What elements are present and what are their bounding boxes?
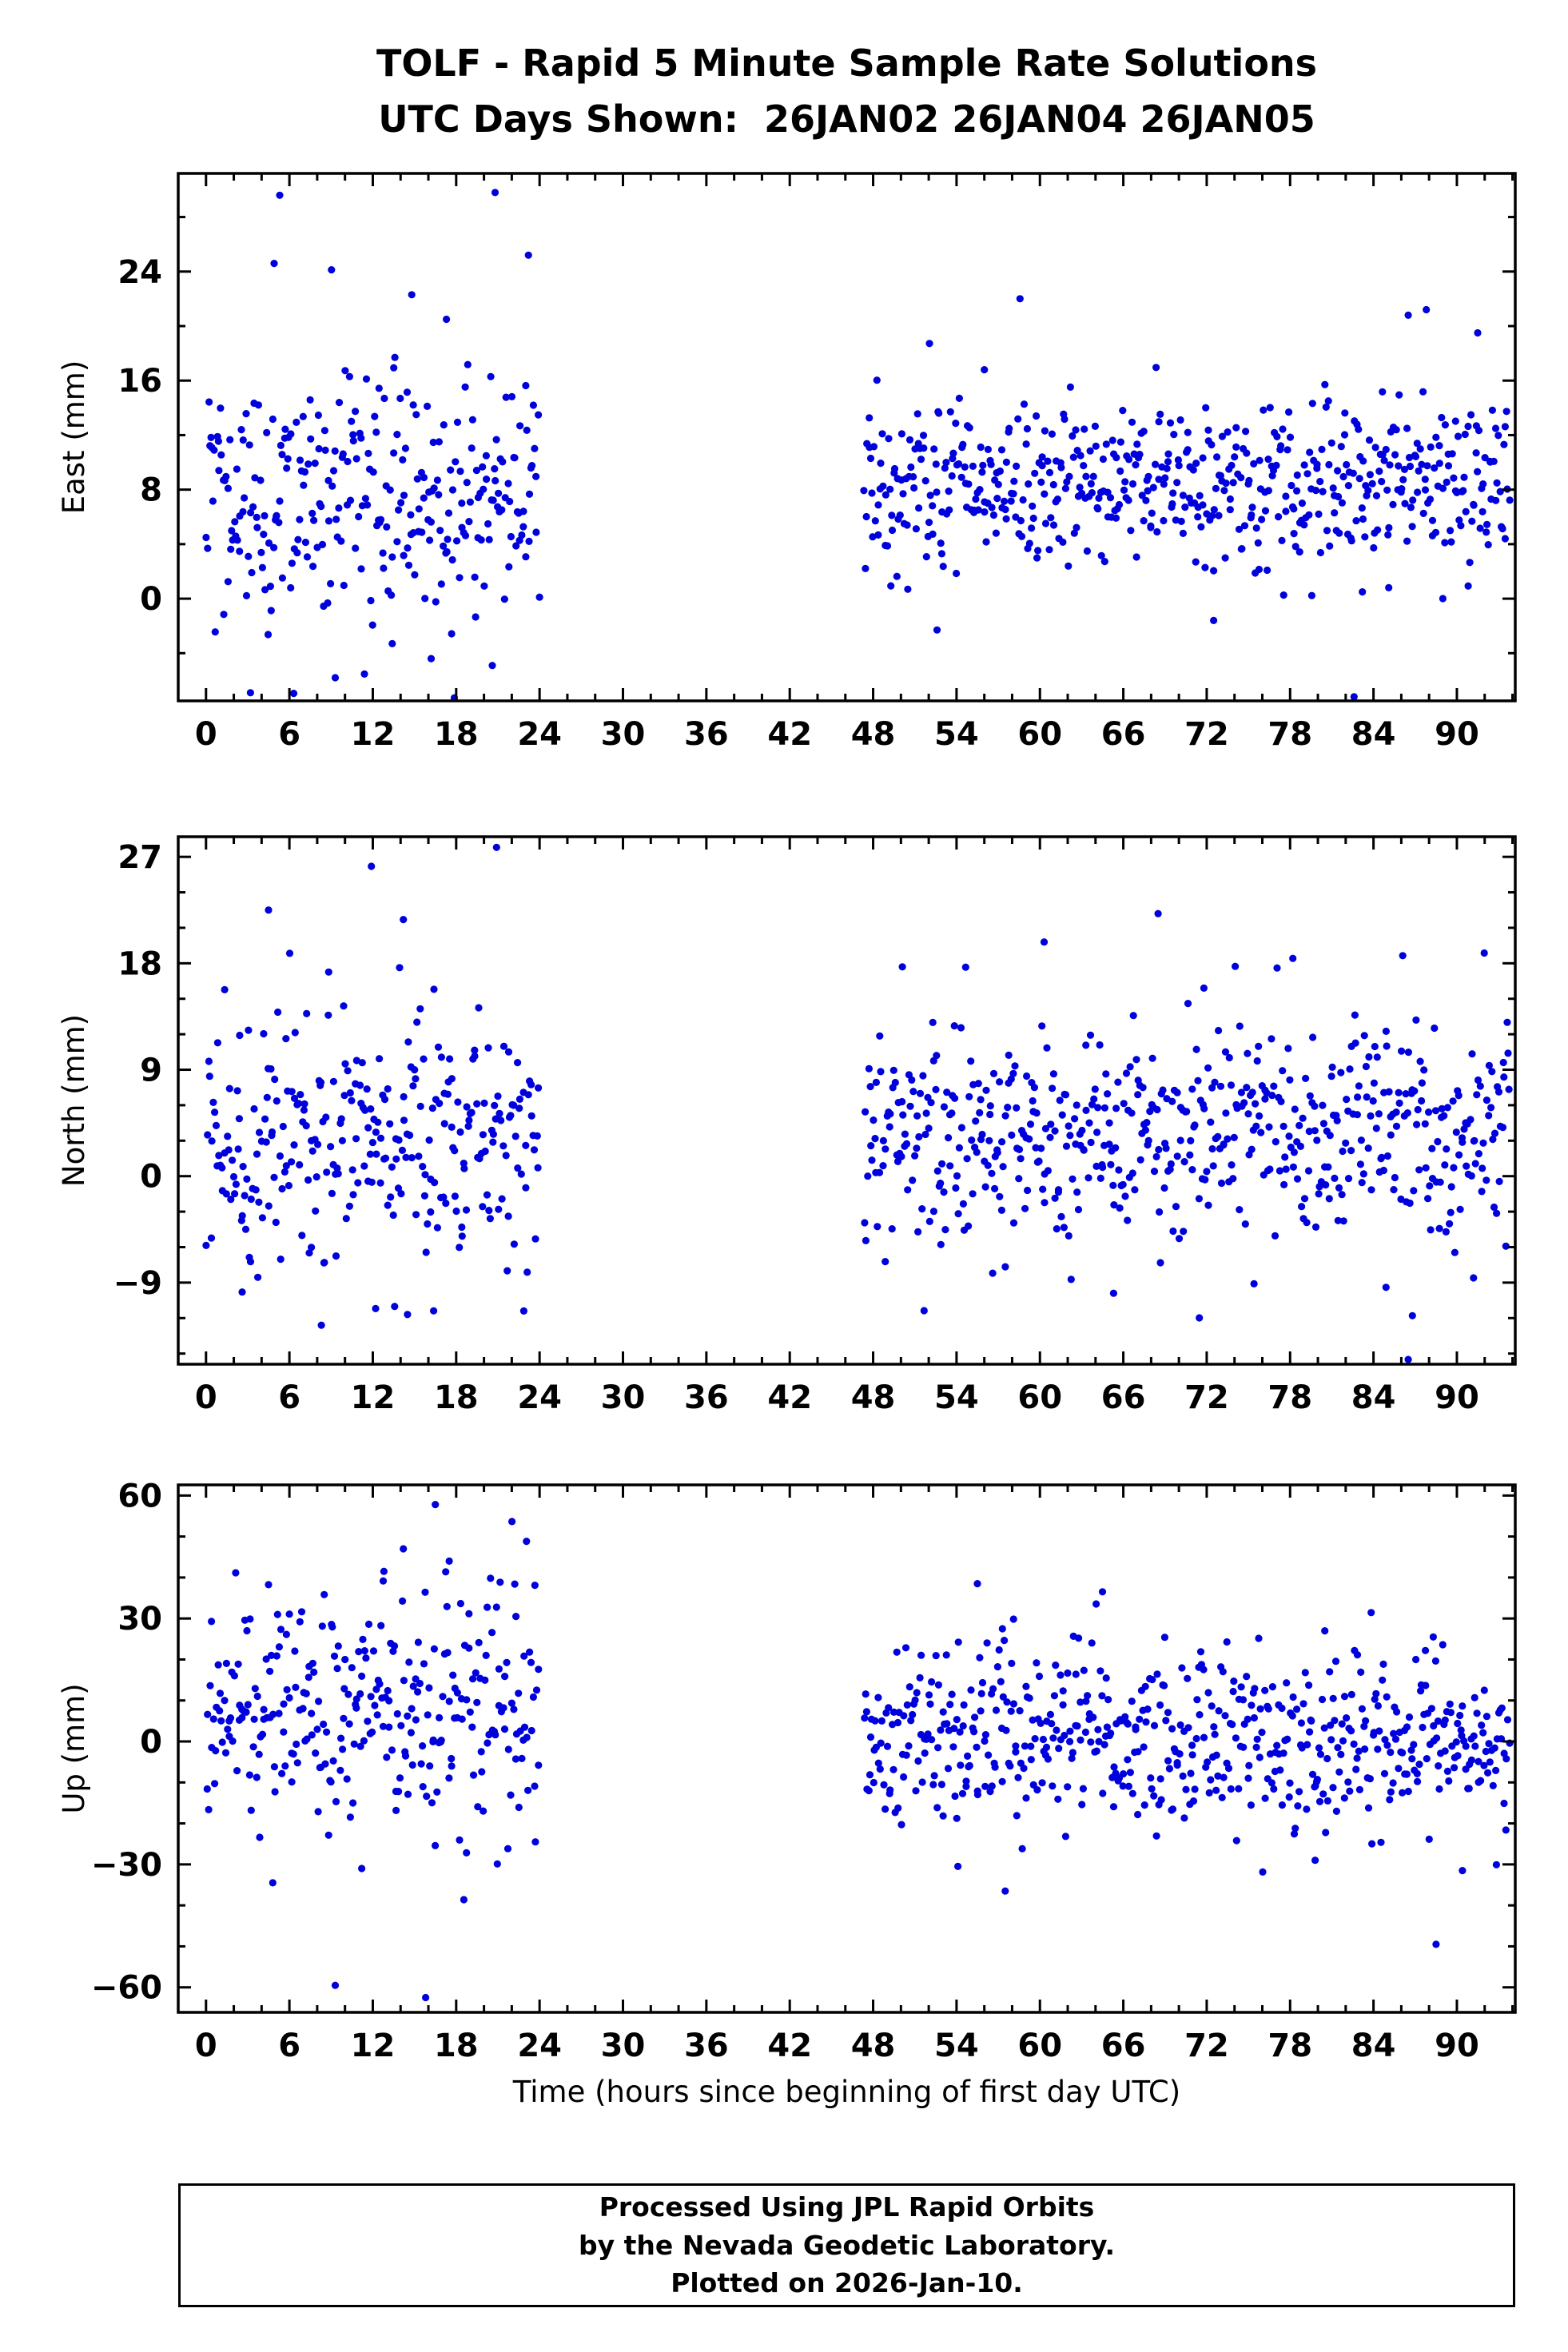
svg-text:−60: −60 (91, 1970, 162, 2007)
x-axis-label: Time (hours since beginning of first day… (512, 2075, 1181, 2109)
svg-text:0: 0 (195, 1379, 217, 1416)
svg-text:18: 18 (434, 2028, 479, 2064)
svg-text:30: 30 (117, 1601, 162, 1638)
svg-text:16: 16 (117, 363, 162, 400)
up-points (203, 1501, 1514, 2002)
svg-text:78: 78 (1268, 716, 1312, 753)
svg-text:84: 84 (1351, 1379, 1396, 1416)
svg-text:60: 60 (1017, 716, 1062, 753)
plot-title: TOLF - Rapid 5 Minute Sample Rate Soluti… (376, 42, 1318, 85)
svg-text:90: 90 (1435, 2028, 1479, 2064)
up-scatter-panel: 0 6 12 18 24 30 36 42 48 54 60 66 72 78 84 90 −60 −30 0 30 6… (57, 1478, 1517, 2064)
svg-text:24: 24 (117, 254, 162, 291)
svg-text:0: 0 (140, 1159, 162, 1196)
svg-text:36: 36 (684, 2028, 729, 2064)
svg-text:18: 18 (117, 945, 162, 982)
svg-text:66: 66 (1101, 1379, 1146, 1416)
svg-text:24: 24 (517, 2028, 562, 2064)
svg-text:0: 0 (195, 716, 217, 753)
svg-text:12: 12 (351, 716, 396, 753)
svg-text:60: 60 (117, 1478, 162, 1514)
svg-text:60: 60 (1017, 1379, 1062, 1416)
svg-text:84: 84 (1351, 716, 1396, 753)
svg-text:84: 84 (1351, 2028, 1396, 2064)
svg-text:36: 36 (684, 1379, 729, 1416)
svg-text:48: 48 (851, 2028, 896, 2064)
svg-text:30: 30 (601, 2028, 646, 2064)
svg-text:18: 18 (434, 716, 479, 753)
svg-text:66: 66 (1101, 716, 1146, 753)
north-y-axis-label: North (mm) (57, 1014, 91, 1187)
east-points (202, 189, 1514, 702)
svg-text:0: 0 (140, 1724, 162, 1761)
svg-text:6: 6 (278, 2028, 300, 2064)
svg-text:60: 60 (1017, 2028, 1062, 2064)
svg-text:48: 48 (851, 1379, 896, 1416)
up-ticks (177, 1485, 1515, 2012)
east-ticks (177, 173, 1515, 701)
svg-text:−30: −30 (91, 1847, 162, 1884)
east-frame (177, 172, 1517, 702)
svg-text:78: 78 (1268, 1379, 1312, 1416)
svg-text:48: 48 (851, 716, 896, 753)
svg-text:24: 24 (517, 1379, 562, 1416)
svg-text:72: 72 (1184, 2028, 1229, 2064)
svg-text:78: 78 (1268, 2028, 1312, 2064)
svg-text:42: 42 (767, 2028, 812, 2064)
svg-text:66: 66 (1101, 2028, 1146, 2064)
svg-text:54: 54 (934, 716, 979, 753)
svg-text:36: 36 (684, 716, 729, 753)
svg-text:30: 30 (601, 1379, 646, 1416)
north-frame (177, 835, 1517, 1366)
svg-text:30: 30 (601, 716, 646, 753)
footer-line-2: by the Nevada Geodetic Laboratory. (578, 2229, 1116, 2261)
svg-text:54: 54 (934, 2028, 979, 2064)
svg-text:42: 42 (767, 716, 812, 753)
up-y-axis-label: Up (mm) (57, 1683, 91, 1813)
north-scatter-panel: 0 6 12 18 24 30 36 42 48 54 60 66 72 78 84 90 −9 0 9 18 27 No… (57, 835, 1517, 1416)
svg-text:12: 12 (351, 1379, 396, 1416)
up-frame (177, 1483, 1517, 2014)
svg-text:72: 72 (1184, 1379, 1229, 1416)
svg-text:0: 0 (195, 2028, 217, 2064)
svg-text:24: 24 (517, 716, 562, 753)
east-y-axis-label: East (mm) (57, 360, 91, 515)
svg-text:90: 90 (1435, 1379, 1479, 1416)
svg-text:72: 72 (1184, 716, 1229, 753)
footer-line-1: Processed Using JPL Rapid Orbits (599, 2191, 1095, 2223)
svg-text:12: 12 (351, 2028, 396, 2064)
north-tick-labels: 0 6 12 18 24 30 36 42 48 54 60 66 72 78 84 90 −9 0 9 18 27 (113, 839, 1479, 1416)
svg-text:6: 6 (278, 716, 300, 753)
svg-text:42: 42 (767, 1379, 812, 1416)
up-tick-labels: 0 6 12 18 24 30 36 42 48 54 60 66 72 78 84 90 −60 −30 0 30 6… (91, 1478, 1479, 2064)
east-tick-labels: 0 6 12 18 24 30 36 42 48 54 60 66 72 78 84 90 0 8 16 24 (117, 254, 1478, 753)
svg-text:0: 0 (140, 581, 162, 618)
footer-box: Processed Using JPL Rapid Orbits by the … (178, 2183, 1515, 2307)
north-points (202, 843, 1513, 1363)
svg-text:18: 18 (434, 1379, 479, 1416)
svg-text:54: 54 (934, 1379, 979, 1416)
svg-text:9: 9 (140, 1053, 162, 1089)
svg-text:27: 27 (117, 839, 162, 876)
footer-line-3: Plotted on 2026-Jan-10. (671, 2267, 1023, 2299)
plot-subtitle: UTC Days Shown: 26JAN02 26JAN04 26JAN05 (378, 98, 1315, 141)
svg-text:8: 8 (140, 472, 162, 509)
east-scatter-panel: 0 6 12 18 24 30 36 42 48 54 60 66 72 78 84 90 0 8 16 24 East… (57, 172, 1517, 753)
svg-text:90: 90 (1435, 716, 1479, 753)
svg-text:−9: −9 (113, 1265, 162, 1302)
svg-text:6: 6 (278, 1379, 300, 1416)
